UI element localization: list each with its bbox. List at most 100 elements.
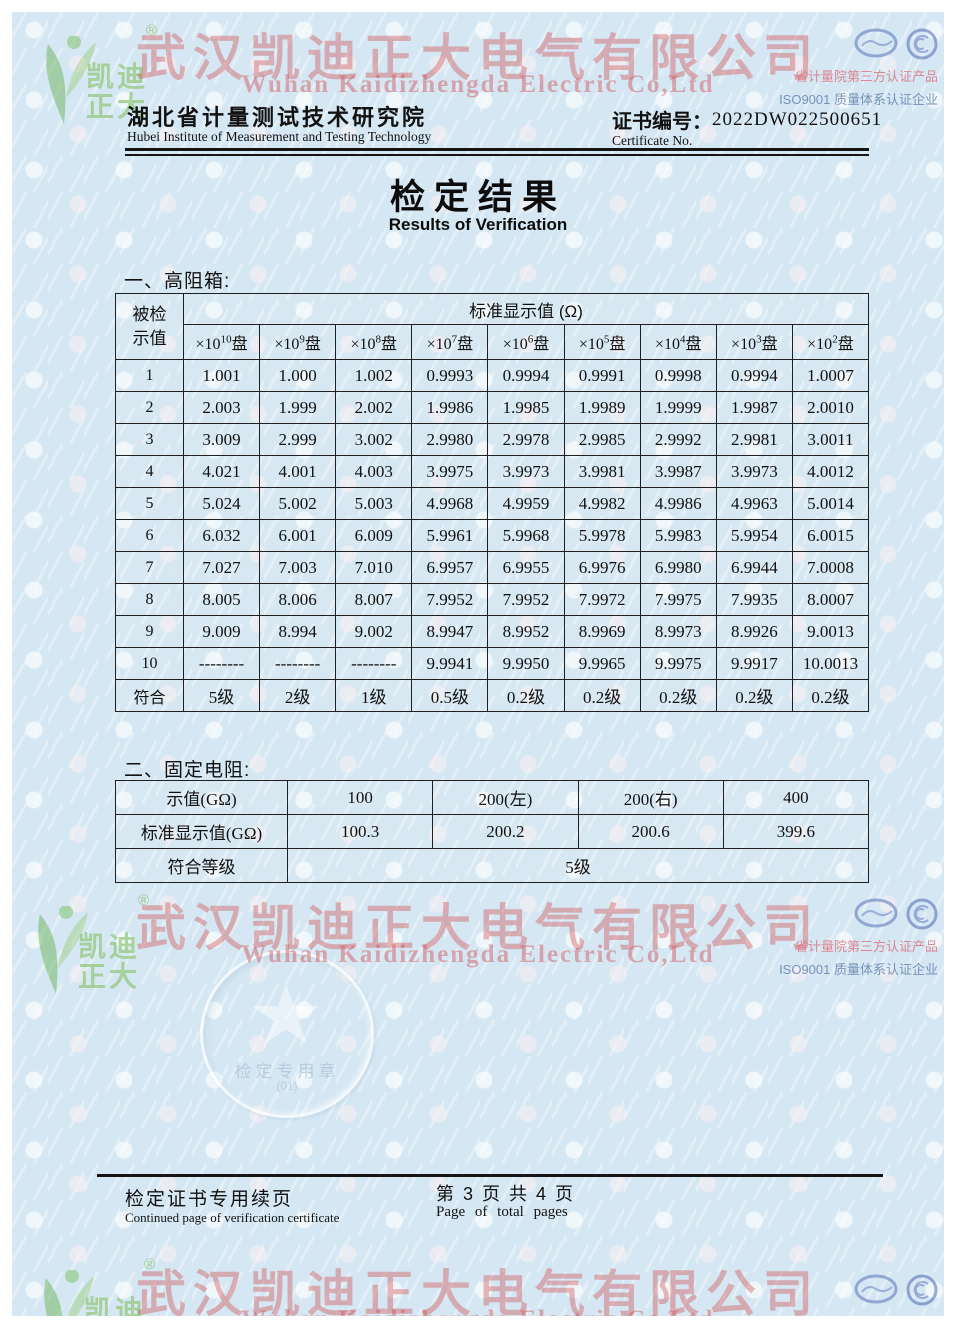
value-cell: 5.9968 [487,519,565,552]
value-cell: 8.9947 [411,615,489,648]
certification-badges: 省计量院第三方认证产品 ISO9001 质量体系认证企业 [738,898,938,978]
value-cell: 3.9973 [487,455,565,488]
dial-column-header: ×104盘 [639,324,717,360]
value-cell: 9.009 [182,615,261,648]
cert-claim-line2: ISO9001 质量体系认证企业 [779,962,938,977]
value-cell: 2级 [259,679,337,712]
table-row: 6 6.032 6.001 6.009 5.9961 5.9968 5.9978 5.9983… [115,519,870,552]
value-cell: 6.0015 [791,519,870,552]
value-cell: 8.0007 [791,583,870,616]
company-watermark-en: Wuhan Kaidizhengda Electric Co,Ltd [241,71,715,98]
value-cell: 0.2级 [791,679,870,712]
value-cell: 8.9926 [715,615,793,648]
ccc-badge-icon [906,1274,938,1306]
cert-claim-line1: 省计量院第三方认证产品 [794,939,938,954]
value-cell: 3.9981 [563,455,641,488]
dial-column-header: ×1010盘 [182,324,261,360]
value-cell: 6.9955 [487,551,565,584]
value-cell: 1.9987 [715,391,793,424]
value-cell: 5级 [182,679,261,712]
row-label-cell: 9 [115,615,184,648]
value-cell: 8.9969 [563,615,641,648]
company-watermark-cn: 武汉凯迪正大电气有限公司 [136,30,820,86]
row-header-cell: 被检 示值 [115,293,184,360]
row-label-cell: 5 [115,487,184,520]
table-row: 标准显示值(GΩ) 100.3 200.2 200.6 399.6 [115,814,870,849]
value-cell: 7.9972 [563,583,641,616]
value-cell: 7.9952 [411,583,489,616]
row-label-cell: 1 [115,359,184,392]
value-cell: 0.9994 [715,359,793,392]
value-cell: 9.9941 [411,647,489,680]
value-cell: 5.9983 [639,519,717,552]
value-cell: 400 [722,780,870,815]
page-number-cn: 第 3 页 共 4 页 [436,1184,576,1204]
value-cell: 6.001 [259,519,337,552]
header-double-rule [125,148,869,156]
value-cell: 9.9950 [487,647,565,680]
value-cell: 7.0008 [791,551,870,584]
value-cell: 0.2级 [715,679,793,712]
value-cell: 5.002 [259,487,337,520]
value-cell: 7.027 [182,551,261,584]
value-cell: 200.2 [432,814,579,849]
dial-column-header: ×109盘 [259,324,337,360]
brand-line1: 凯迪 [86,61,149,92]
kaidi-brand-logo: 凯迪 正大 ® [32,1256,192,1316]
value-cell: 9.0013 [791,615,870,648]
row-label-cell: 符合 [115,679,184,712]
row-label-cell: 示值(GΩ) [115,780,288,815]
value-cell: 4.001 [259,455,337,488]
dial-column-header: ×107盘 [411,324,489,360]
ccc-badge-icon [906,28,938,60]
value-cell: 2.9981 [715,423,793,456]
value-cell: 4.9986 [639,487,717,520]
dial-column-header: ×103盘 [715,324,793,360]
certificate-no-label-en: Certificate No. [612,133,693,148]
value-cell: 3.9975 [411,455,489,488]
value-cell: 2.9978 [487,423,565,456]
table-row: 7 7.027 7.003 7.010 6.9957 6.9955 6.9976 6.9980… [115,551,870,584]
value-cell: 2.9992 [639,423,717,456]
value-cell: 6.9976 [563,551,641,584]
leaf-swoosh-icon [46,35,96,124]
high-resistance-box-table: 被检 示值 标准显示值 (Ω) ×1010盘 ×109盘 ×108盘 ×107盘 ×106… [115,293,870,712]
value-cell: 1.999 [259,391,337,424]
cnas-badge-icon [854,898,898,928]
value-cell: 9.9917 [715,647,793,680]
conformity-label-cell: 符合等级 [115,848,288,883]
value-cell: 7.010 [335,551,413,584]
certificate-paper: 凯迪 正大 ® 武汉凯迪正大电气有限公司 Wuhan Kaidizhengda … [12,12,944,1316]
certification-badges: 省计量院第三方认证产品 ISO9001 质量体系认证企业 [738,28,938,108]
value-cell: 200.6 [577,814,724,849]
registered-trademark-icon: ® [138,892,150,909]
value-cell: 9.002 [335,615,413,648]
table-row: 3 3.009 2.999 3.002 2.9980 2.9978 2.9985 2.9992… [115,423,870,456]
leaf-swoosh-icon [38,905,88,994]
table-row: 5 5.024 5.002 5.003 4.9968 4.9959 4.9982 4.9986… [115,487,870,520]
value-cell: 5.9978 [563,519,641,552]
table-row: 4 4.021 4.001 4.003 3.9975 3.9973 3.9981 3.9987… [115,455,870,488]
value-cell: 2.0010 [791,391,870,424]
dial-column-header: ×106盘 [487,324,565,360]
value-cell: 4.9963 [715,487,793,520]
value-cell: -------- [259,647,337,680]
dial-header-row: ×1010盘 ×109盘 ×108盘 ×107盘 ×106盘 ×105盘 ×104盘 ×103… [116,324,870,360]
value-cell: 2.003 [182,391,261,424]
registered-trademark-icon: ® [146,22,158,39]
value-cell: 4.9982 [563,487,641,520]
value-cell: 399.6 [722,814,870,849]
value-cell: 4.021 [182,455,261,488]
value-cell: 8.9952 [487,615,565,648]
value-cell: 3.9987 [639,455,717,488]
table-row: 9 9.009 8.994 9.002 8.9947 8.9952 8.9969 8.9973… [115,615,870,648]
value-cell: 0.5级 [411,679,489,712]
leaf-swoosh-icon [44,1269,94,1316]
value-cell: 3.9973 [715,455,793,488]
table-row: 1 1.001 1.000 1.002 0.9993 0.9994 0.9991 0.9998… [115,359,870,392]
section2-label: 二、固定电阻: [124,760,251,781]
value-cell: 100 [286,780,434,815]
value-cell: 10.0013 [791,647,870,680]
row-label-cell: 8 [115,583,184,616]
table2-body: 示值(GΩ) 100 200(左) 200(右) 400 标准显示值(GΩ) 100.3 20… [115,780,870,883]
